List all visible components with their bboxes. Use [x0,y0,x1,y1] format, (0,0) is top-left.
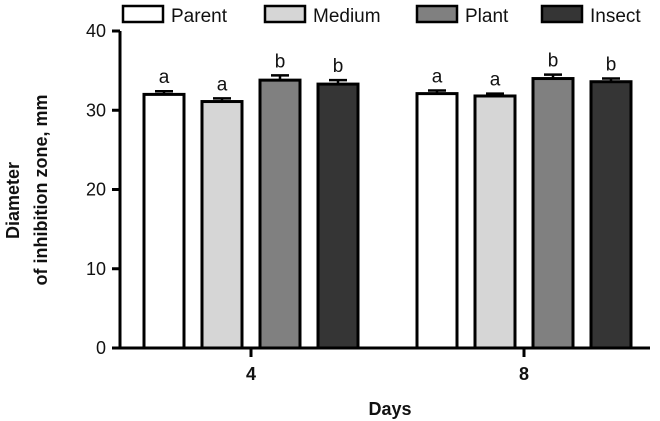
legend-swatch-plant [415,4,459,24]
legend: Parent Medium Plant Insect [121,4,641,27]
legend-swatch-medium [263,4,307,24]
legend-swatch-insect [540,4,584,24]
legend-swatch-parent [121,4,165,24]
bars: a a a a b b b b [142,51,633,350]
bar-plant-day-8 [531,77,575,350]
significance-letter: b [333,56,344,77]
significance-letter: b [606,55,617,76]
bar-insect-day-4 [316,82,360,350]
y-axis: 0 10 20 30 40 [86,21,122,358]
y-axis-title-line-2: of inhibition zone, mm [31,95,51,286]
bar-medium-day-4 [200,100,244,350]
legend-label-plant: Plant [465,6,509,27]
significance-letter: b [548,51,559,72]
significance-letter: b [275,51,286,72]
y-tick-label: 30 [86,100,106,120]
significance-letter: a [432,66,443,87]
x-tick-label: 8 [519,364,529,384]
legend-label-medium: Medium [313,6,381,27]
y-tick-label: 40 [86,21,106,41]
x-axis-title: Days [368,399,411,419]
bar-parent-day-4 [142,92,186,350]
bar-parent-day-8 [415,92,459,350]
bar-insect-day-8 [589,80,633,350]
significance-letter: a [217,74,228,95]
significance-letter: a [490,70,501,91]
legend-label-parent: Parent [171,6,228,27]
y-tick-label: 20 [86,180,106,200]
y-tick-label: 0 [96,338,106,358]
bar-plant-day-4 [258,78,302,350]
legend-label-insect: Insect [590,6,641,27]
y-tick-label: 10 [86,259,106,279]
x-tick-label: 4 [246,364,256,384]
significance-letter: a [159,67,170,88]
bar-medium-day-8 [473,94,517,350]
y-axis-title: Diameter of inhibition zone, mm [3,95,51,286]
y-axis-title-line-1: Diameter [3,162,23,239]
